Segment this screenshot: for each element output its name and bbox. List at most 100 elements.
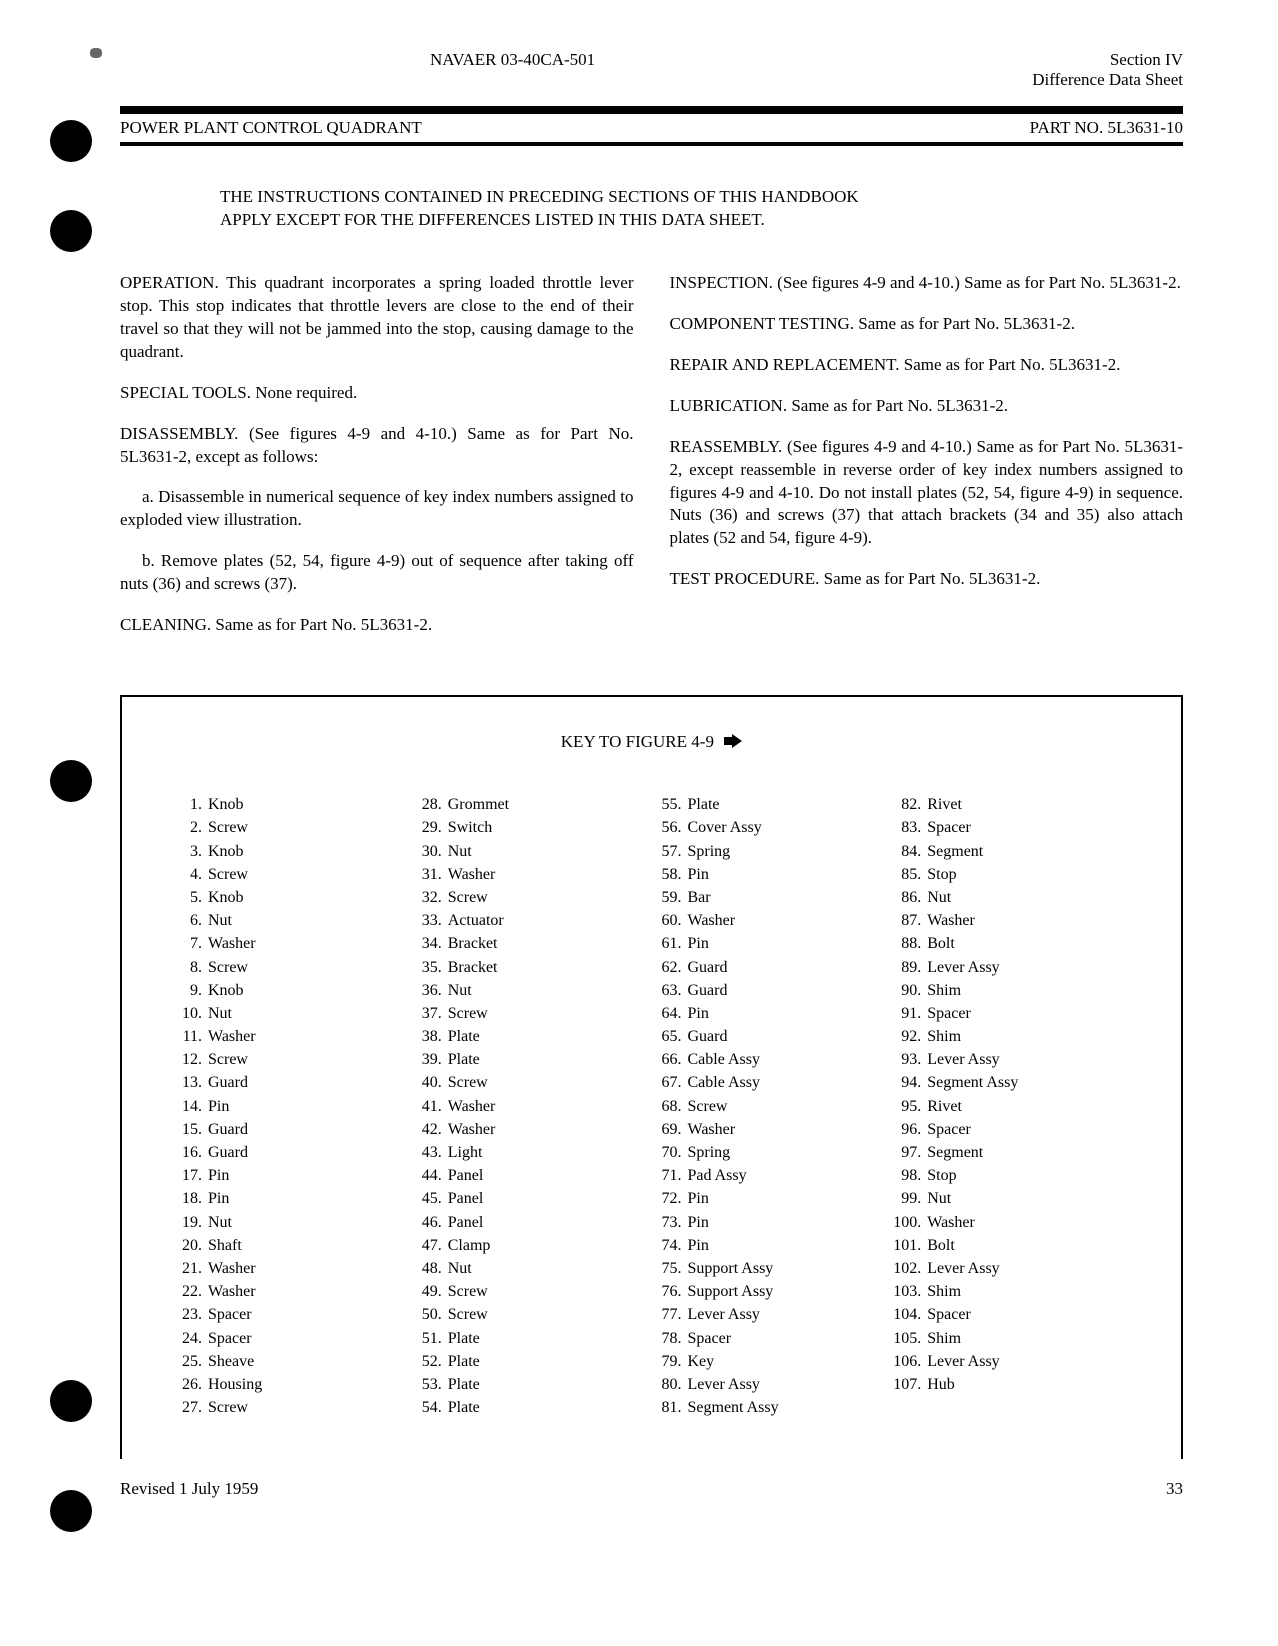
- key-item: 16.Guard: [172, 1141, 412, 1164]
- operation-para: OPERATION. This quadrant incorporates a …: [120, 272, 634, 364]
- key-item-label: Bolt: [927, 1234, 955, 1257]
- key-item-number: 18.: [172, 1187, 208, 1210]
- key-item-label: Pin: [208, 1187, 229, 1210]
- key-item: 67.Cable Assy: [652, 1071, 892, 1094]
- key-item-number: 65.: [652, 1025, 688, 1048]
- key-item: 29.Switch: [412, 816, 652, 839]
- key-item: 11.Washer: [172, 1025, 412, 1048]
- key-item-number: 95.: [891, 1095, 927, 1118]
- key-item: 50.Screw: [412, 1303, 652, 1326]
- key-item-number: 74.: [652, 1234, 688, 1257]
- key-item-label: Segment: [927, 1141, 983, 1164]
- key-column: 82.Rivet83.Spacer84.Segment85.Stop86.Nut…: [891, 793, 1131, 1419]
- key-item: 30.Nut: [412, 840, 652, 863]
- key-item-number: 75.: [652, 1257, 688, 1280]
- key-item-number: 93.: [891, 1048, 927, 1071]
- key-item-number: 91.: [891, 1002, 927, 1025]
- key-column: 55.Plate56.Cover Assy57.Spring58.Pin59.B…: [652, 793, 892, 1419]
- key-item-number: 43.: [412, 1141, 448, 1164]
- key-item-label: Bracket: [448, 956, 498, 979]
- key-item-label: Pin: [688, 1234, 709, 1257]
- key-item-label: Washer: [208, 1257, 256, 1280]
- key-item: 42.Washer: [412, 1118, 652, 1141]
- key-item-number: 1.: [172, 793, 208, 816]
- key-item-label: Screw: [208, 816, 248, 839]
- key-item: 41.Washer: [412, 1095, 652, 1118]
- key-item-label: Guard: [688, 1025, 728, 1048]
- key-item-label: Plate: [688, 793, 720, 816]
- key-item: 49.Screw: [412, 1280, 652, 1303]
- key-item-label: Washer: [208, 1025, 256, 1048]
- key-columns: 1.Knob2.Screw3.Knob4.Screw5.Knob6.Nut7.W…: [172, 793, 1131, 1419]
- key-item-label: Lever Assy: [688, 1303, 760, 1326]
- key-item: 24.Spacer: [172, 1327, 412, 1350]
- intro-text: THE INSTRUCTIONS CONTAINED IN PRECEDING …: [220, 186, 1183, 232]
- key-item: 19.Nut: [172, 1211, 412, 1234]
- key-item: 33.Actuator: [412, 909, 652, 932]
- key-item-label: Spacer: [688, 1327, 732, 1350]
- key-item-number: 35.: [412, 956, 448, 979]
- key-item: 2.Screw: [172, 816, 412, 839]
- key-item-number: 100.: [891, 1211, 927, 1234]
- key-item: 103.Shim: [891, 1280, 1131, 1303]
- key-item-label: Guard: [208, 1118, 248, 1141]
- key-item-number: 27.: [172, 1396, 208, 1419]
- key-item: 3.Knob: [172, 840, 412, 863]
- key-item-number: 66.: [652, 1048, 688, 1071]
- key-item: 83.Spacer: [891, 816, 1131, 839]
- key-item: 52.Plate: [412, 1350, 652, 1373]
- key-item: 54.Plate: [412, 1396, 652, 1419]
- key-item-label: Shaft: [208, 1234, 242, 1257]
- key-item-number: 41.: [412, 1095, 448, 1118]
- key-item-label: Housing: [208, 1373, 262, 1396]
- key-item-number: 20.: [172, 1234, 208, 1257]
- key-item: 47.Clamp: [412, 1234, 652, 1257]
- key-item: 9.Knob: [172, 979, 412, 1002]
- key-item-number: 7.: [172, 932, 208, 955]
- key-item: 106.Lever Assy: [891, 1350, 1131, 1373]
- key-item: 62.Guard: [652, 956, 892, 979]
- key-item: 81.Segment Assy: [652, 1396, 892, 1419]
- key-item-label: Washer: [208, 932, 256, 955]
- key-item-number: 87.: [891, 909, 927, 932]
- key-item-number: 44.: [412, 1164, 448, 1187]
- key-item: 1.Knob: [172, 793, 412, 816]
- key-item-label: Screw: [448, 1071, 488, 1094]
- reassembly-para: REASSEMBLY. (See figures 4-9 and 4-10.) …: [670, 436, 1184, 551]
- key-item-label: Guard: [208, 1071, 248, 1094]
- key-column: 28.Grommet29.Switch30.Nut31.Washer32.Scr…: [412, 793, 652, 1419]
- key-item: 69.Washer: [652, 1118, 892, 1141]
- component-title: POWER PLANT CONTROL QUADRANT: [120, 118, 422, 138]
- key-title-text: KEY TO FIGURE 4-9: [561, 732, 714, 751]
- key-item-label: Cable Assy: [688, 1048, 760, 1071]
- key-item-label: Pad Assy: [688, 1164, 747, 1187]
- key-item-label: Lever Assy: [927, 956, 999, 979]
- key-item: 35.Bracket: [412, 956, 652, 979]
- key-item-label: Pin: [688, 863, 709, 886]
- key-item-number: 83.: [891, 816, 927, 839]
- key-item-label: Panel: [448, 1211, 484, 1234]
- key-item-number: 72.: [652, 1187, 688, 1210]
- key-item-number: 98.: [891, 1164, 927, 1187]
- key-item-number: 11.: [172, 1025, 208, 1048]
- key-item-label: Shim: [927, 979, 961, 1002]
- key-item: 51.Plate: [412, 1327, 652, 1350]
- part-number: PART NO. 5L3631-10: [1030, 118, 1183, 138]
- key-item: 64.Pin: [652, 1002, 892, 1025]
- key-item-number: 14.: [172, 1095, 208, 1118]
- key-item: 34.Bracket: [412, 932, 652, 955]
- key-item: 91.Spacer: [891, 1002, 1131, 1025]
- key-item-number: 102.: [891, 1257, 927, 1280]
- key-item: 17.Pin: [172, 1164, 412, 1187]
- key-item: 37.Screw: [412, 1002, 652, 1025]
- key-item-number: 45.: [412, 1187, 448, 1210]
- key-item-number: 96.: [891, 1118, 927, 1141]
- key-item: 18.Pin: [172, 1187, 412, 1210]
- key-item-number: 62.: [652, 956, 688, 979]
- key-item-number: 89.: [891, 956, 927, 979]
- key-item-label: Guard: [208, 1141, 248, 1164]
- key-item: 96.Spacer: [891, 1118, 1131, 1141]
- key-item: 94.Segment Assy: [891, 1071, 1131, 1094]
- special-tools-para: SPECIAL TOOLS. None required.: [120, 382, 634, 405]
- key-item-label: Knob: [208, 979, 244, 1002]
